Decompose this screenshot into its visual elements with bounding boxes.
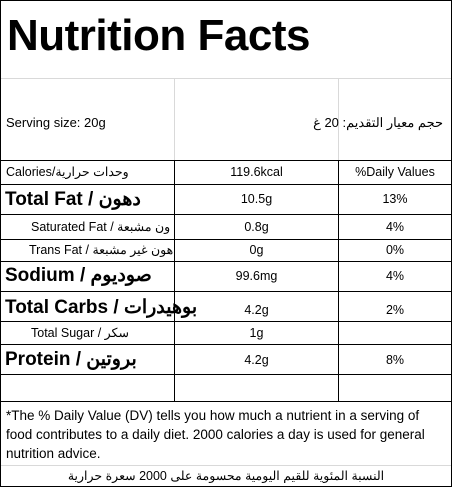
table-row-dv-saturated-fat: 4% xyxy=(385,220,405,234)
table-row-value-total-carbs: 4.2g xyxy=(244,303,269,317)
daily-value-footnote-ar: النسبة المئوية للقيم اليومية محسومة على … xyxy=(67,469,385,483)
row-line xyxy=(0,214,452,215)
row-line xyxy=(0,239,452,240)
row-line xyxy=(0,321,452,322)
table-row-value-sodium: 99.6mg xyxy=(235,269,278,283)
serving-divider-1 xyxy=(174,78,175,160)
table-top-line xyxy=(0,160,452,161)
row-line xyxy=(0,261,452,262)
table-row-value-total-sugar: 1g xyxy=(249,326,264,340)
table-row-value-total-fat: 10.5g xyxy=(240,192,273,206)
table-row-label-total-carbs: Total Carbs / بوهيدرات xyxy=(5,297,198,318)
table-row-dv-total-carbs: 2% xyxy=(385,303,405,317)
table-row-dv-total-fat: 13% xyxy=(382,192,408,206)
calories-label: Calories/وحدات حرارية xyxy=(6,165,129,179)
table-row-value-trans-fat: 0g xyxy=(249,243,264,257)
table-bottom-line xyxy=(0,401,452,402)
row-line xyxy=(0,374,452,375)
column-divider-2 xyxy=(338,160,339,401)
border-left xyxy=(0,0,1,487)
table-row-label-sodium: Sodium / صوديوم xyxy=(5,265,152,286)
table-row-label-saturated-fat: Saturated Fat / ون مشبعة xyxy=(31,220,171,234)
serving-divider-2 xyxy=(338,78,339,160)
table-row-dv-trans-fat: 0% xyxy=(385,243,405,257)
table-row-value-saturated-fat: 0.8g xyxy=(244,220,269,234)
calories-value: 119.6kcal xyxy=(230,165,283,179)
daily-value-footnote: *The % Daily Value (DV) tells you how mu… xyxy=(6,408,425,461)
daily-values-header: %Daily Values xyxy=(355,165,435,179)
title-separator xyxy=(1,78,451,79)
footnote-separator xyxy=(1,465,451,466)
row-line xyxy=(0,184,452,185)
border-top xyxy=(0,0,452,1)
row-line xyxy=(0,344,452,345)
row-line xyxy=(0,291,452,292)
table-row-dv-protein: 8% xyxy=(385,353,405,367)
table-row-value-protein: 4.2g xyxy=(244,353,269,367)
label-title: Nutrition Facts xyxy=(7,11,310,60)
table-row-dv-sodium: 4% xyxy=(385,269,405,283)
table-row-label-total-sugar: Total Sugar / سكر xyxy=(31,326,129,340)
table-row-label-trans-fat: Trans Fat / هون غير مشبعة xyxy=(29,243,174,257)
table-row-label-total-fat: Total Fat / دهون xyxy=(5,189,141,210)
table-row-label-protein: Protein / بروتين xyxy=(5,349,137,370)
serving-size-ar: حجم معيار التقديم: 20 غ xyxy=(313,115,443,130)
column-divider-1 xyxy=(174,160,175,401)
serving-size-en: Serving size: 20g xyxy=(6,115,106,130)
